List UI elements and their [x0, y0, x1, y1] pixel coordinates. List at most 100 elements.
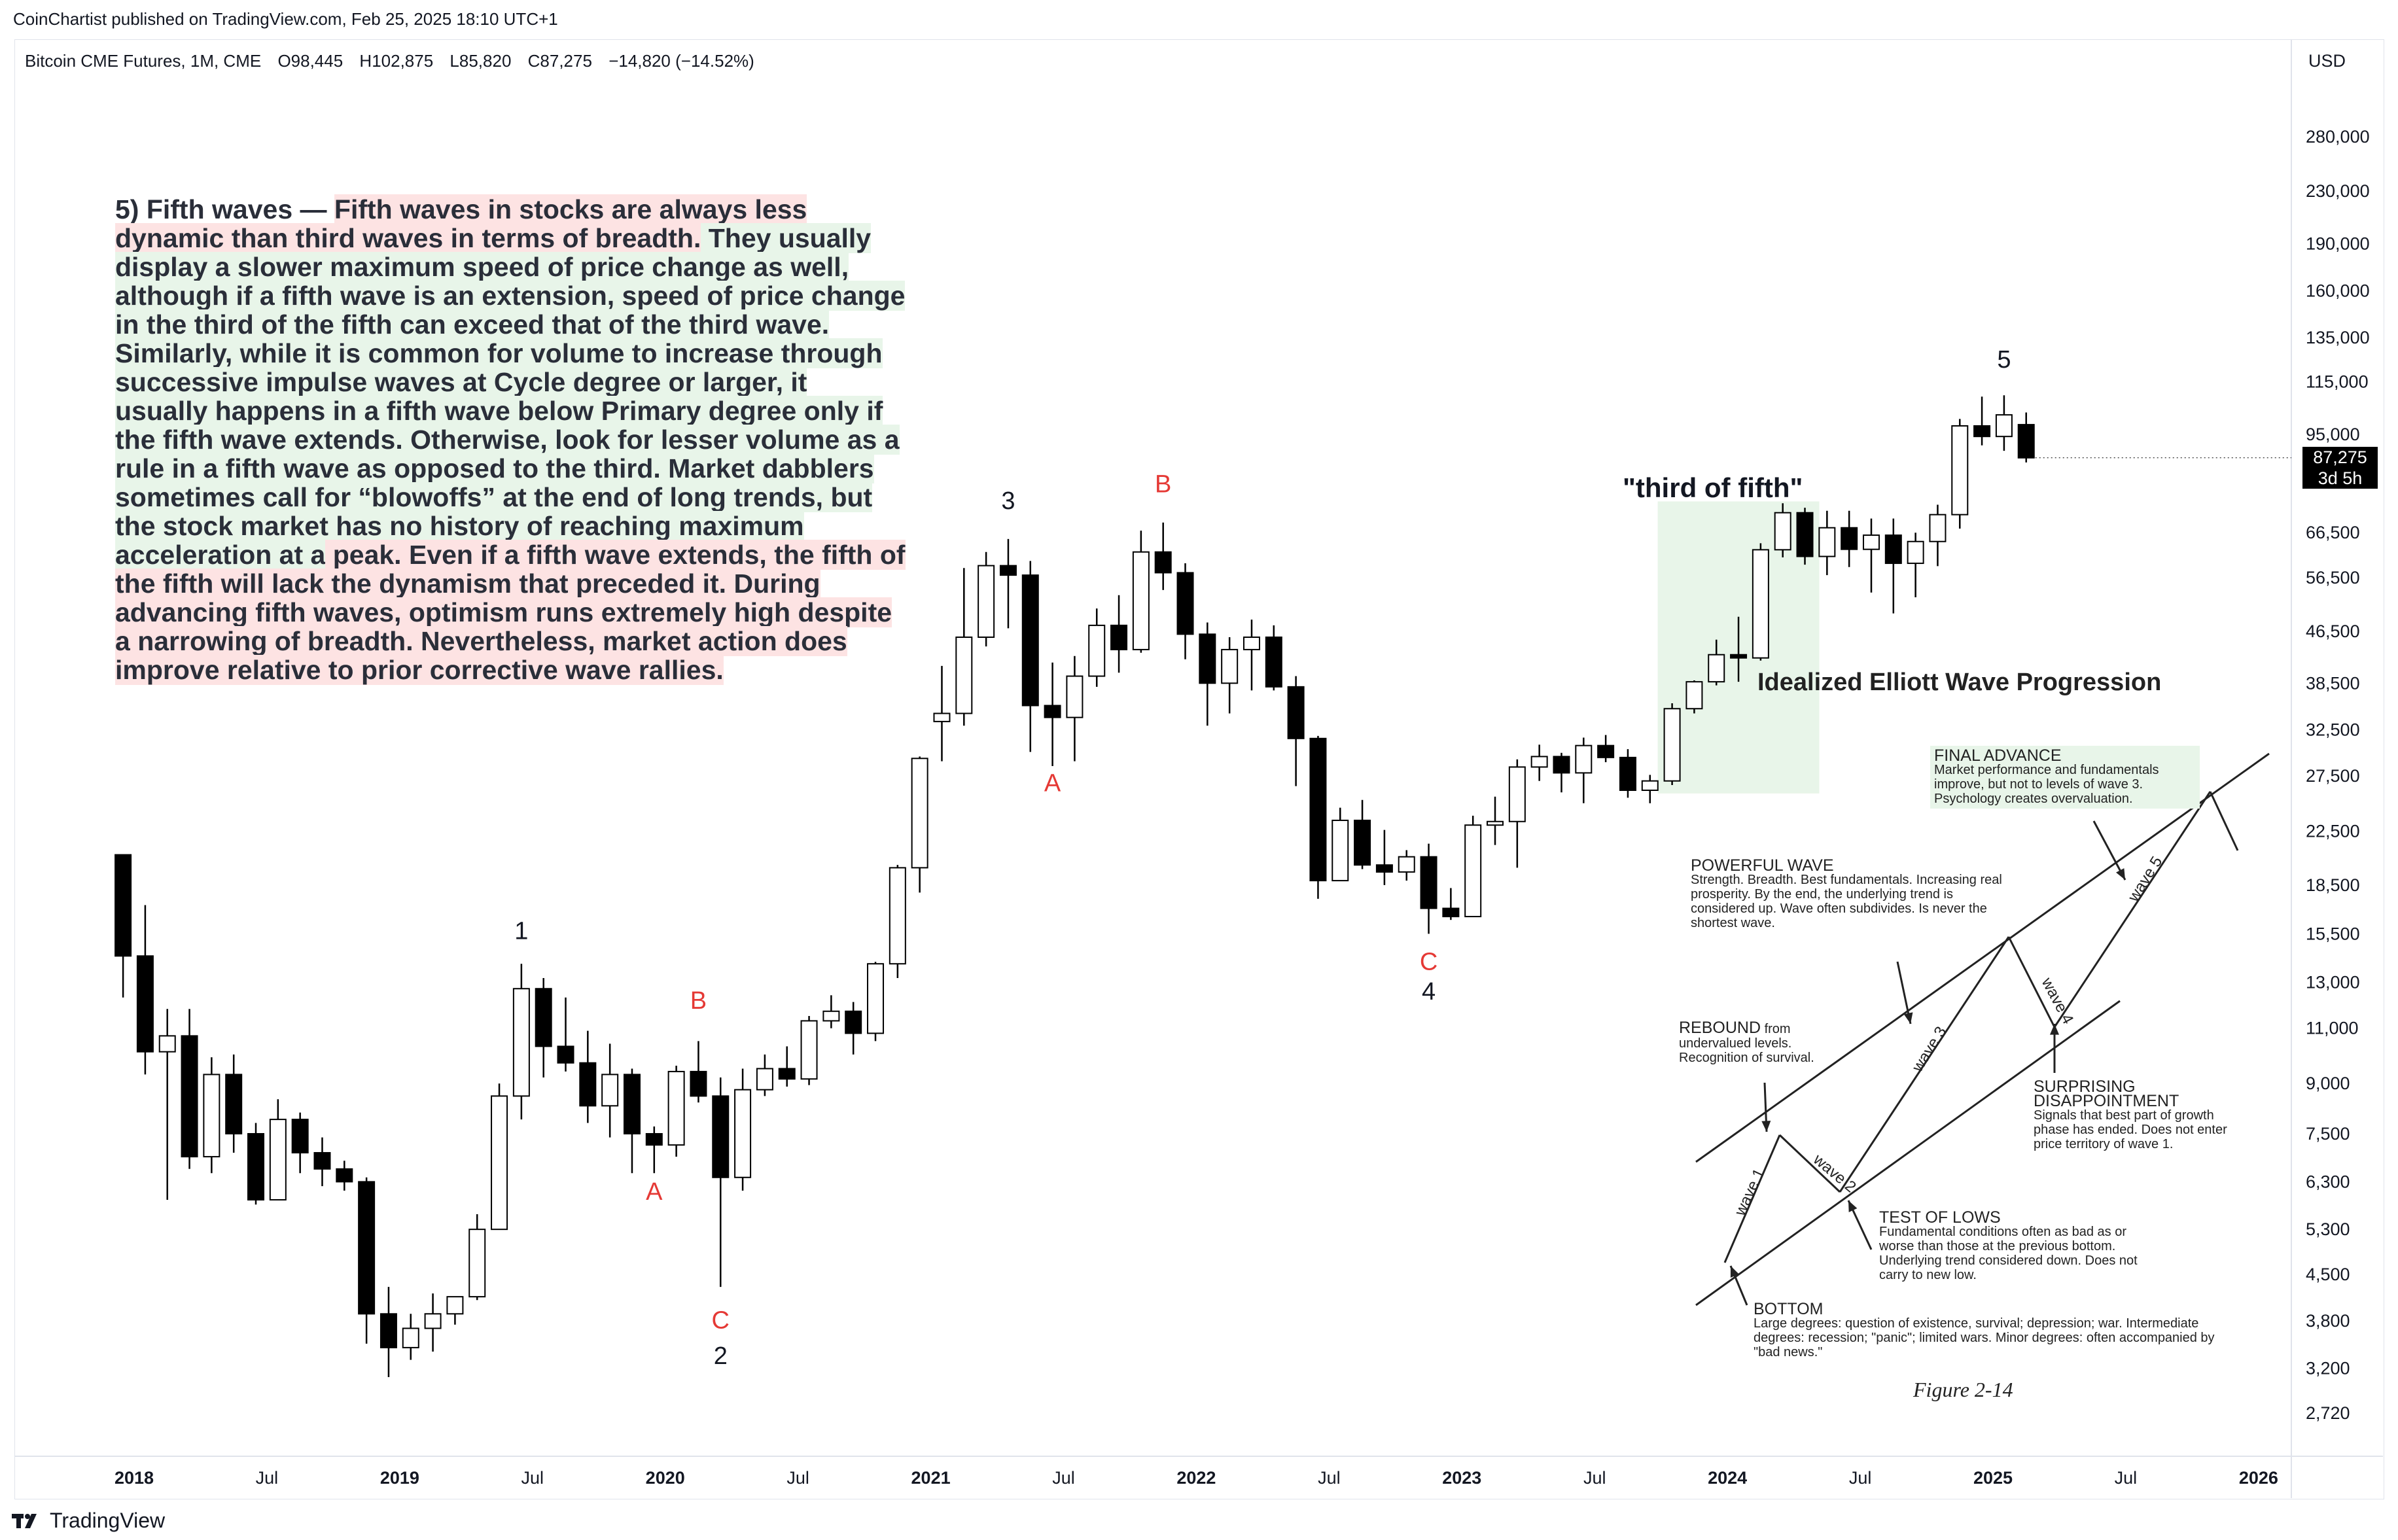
candle-up[interactable]: [734, 1089, 752, 1178]
candle-down[interactable]: [690, 1070, 707, 1097]
candle-down[interactable]: [1044, 705, 1061, 718]
candle-down[interactable]: [1420, 856, 1437, 909]
candle-down[interactable]: [358, 1181, 376, 1315]
candle-down[interactable]: [1375, 864, 1393, 873]
time-tick-label: Jul: [256, 1468, 279, 1488]
candle-up[interactable]: [468, 1229, 486, 1298]
test-of-lows-note: TEST OF LOWS Fundamental conditions ofte…: [1879, 1210, 2160, 1283]
candle-down[interactable]: [1973, 425, 1991, 438]
candle-up[interactable]: [424, 1313, 442, 1329]
candle-up[interactable]: [1464, 824, 1482, 918]
candle-up[interactable]: [1508, 766, 1526, 822]
candle-down[interactable]: [1619, 756, 1636, 791]
candle-up[interactable]: [800, 1020, 818, 1080]
candle-up[interactable]: [402, 1327, 419, 1348]
candle-down[interactable]: [1730, 654, 1748, 659]
candle-up[interactable]: [978, 565, 995, 638]
candle-up[interactable]: [1066, 675, 1084, 718]
candle-up[interactable]: [1132, 551, 1150, 650]
candle-down[interactable]: [845, 1010, 862, 1034]
candle-up[interactable]: [1951, 425, 1969, 516]
candle-down[interactable]: [1354, 819, 1371, 866]
candle-up[interactable]: [822, 1010, 840, 1022]
candle-up[interactable]: [1530, 756, 1548, 768]
candle-up[interactable]: [1818, 527, 1836, 557]
currency-label[interactable]: USD: [2308, 51, 2346, 71]
footer-brand[interactable]: TradingView: [12, 1509, 165, 1533]
candle-up[interactable]: [1708, 654, 1725, 683]
candle-up[interactable]: [1752, 549, 1769, 659]
candle-up[interactable]: [203, 1074, 220, 1158]
candle-up[interactable]: [1685, 681, 1703, 710]
price-tick-label: 18,500: [2306, 875, 2360, 895]
candle-down[interactable]: [313, 1152, 331, 1170]
candle-up[interactable]: [1929, 514, 1947, 542]
candle-down[interactable]: [623, 1074, 641, 1134]
candle-down[interactable]: [1176, 572, 1194, 635]
candle-down[interactable]: [1796, 512, 1814, 557]
candle-up[interactable]: [911, 758, 928, 869]
candle-down[interactable]: [1110, 624, 1128, 650]
candle-up[interactable]: [867, 963, 885, 1034]
candle-down[interactable]: [1553, 756, 1570, 774]
candle-down[interactable]: [1154, 551, 1172, 574]
candle-up[interactable]: [955, 636, 973, 714]
wave-label: A: [646, 1178, 663, 1206]
candle-up[interactable]: [158, 1035, 176, 1053]
candle-down[interactable]: [1841, 527, 1858, 550]
candle-up[interactable]: [1774, 512, 1791, 551]
candle-up[interactable]: [1663, 708, 1681, 782]
candle-up[interactable]: [1862, 534, 1880, 550]
candle-down[interactable]: [1287, 686, 1305, 739]
candle-down[interactable]: [778, 1068, 796, 1080]
candle-down[interactable]: [291, 1119, 309, 1154]
candle-down[interactable]: [1265, 636, 1282, 688]
candle-up[interactable]: [512, 988, 530, 1097]
candle-down[interactable]: [1442, 907, 1460, 918]
candle-up[interactable]: [601, 1074, 619, 1107]
candle-up[interactable]: [889, 867, 906, 965]
candle-down[interactable]: [645, 1132, 663, 1146]
candle-down[interactable]: [557, 1045, 574, 1064]
candle-up[interactable]: [667, 1070, 685, 1146]
candle-down[interactable]: [136, 955, 154, 1053]
candle-down[interactable]: [1309, 737, 1327, 882]
candle-down[interactable]: [712, 1095, 730, 1178]
candle-down[interactable]: [225, 1074, 243, 1134]
candle-up[interactable]: [933, 712, 951, 722]
candle-up[interactable]: [1487, 820, 1504, 826]
candle-up[interactable]: [1243, 636, 1260, 650]
candle-down[interactable]: [1199, 633, 1216, 684]
candle-up[interactable]: [1221, 648, 1239, 684]
candle-up[interactable]: [446, 1296, 464, 1315]
candle-down[interactable]: [1021, 574, 1039, 707]
wave-label: 5: [1997, 346, 2011, 374]
candle-down[interactable]: [115, 854, 132, 957]
candle-up[interactable]: [491, 1095, 508, 1231]
candle-down[interactable]: [535, 988, 552, 1047]
symbol-name[interactable]: Bitcoin CME Futures, 1M, CME: [25, 51, 262, 71]
candle-up[interactable]: [1995, 414, 2013, 438]
candle-down[interactable]: [1597, 744, 1615, 758]
powerful-wave-title: POWERFUL WAVE: [1691, 856, 1834, 875]
candle-down[interactable]: [2017, 424, 2035, 459]
candle-down[interactable]: [247, 1132, 265, 1201]
candle-up[interactable]: [1331, 819, 1349, 882]
candle-down[interactable]: [1884, 534, 1902, 565]
current-price-badge: 87,275 3d 5h: [2302, 447, 2378, 489]
candle-down[interactable]: [336, 1168, 353, 1183]
candle-down[interactable]: [379, 1313, 397, 1348]
candle-up[interactable]: [756, 1068, 773, 1091]
candle-down[interactable]: [181, 1035, 198, 1158]
candle-up[interactable]: [1398, 856, 1415, 873]
candle-down[interactable]: [999, 565, 1017, 576]
candle-down[interactable]: [579, 1062, 597, 1107]
candle-up[interactable]: [1641, 780, 1659, 791]
final-advance-text: Market performance and fundamentals impr…: [1934, 763, 2159, 806]
candle-up[interactable]: [1575, 744, 1593, 774]
candle-up[interactable]: [1907, 540, 1924, 565]
ohlc-high: H102,875: [359, 51, 434, 71]
candle-up[interactable]: [1088, 624, 1106, 677]
candle-up[interactable]: [269, 1119, 287, 1201]
